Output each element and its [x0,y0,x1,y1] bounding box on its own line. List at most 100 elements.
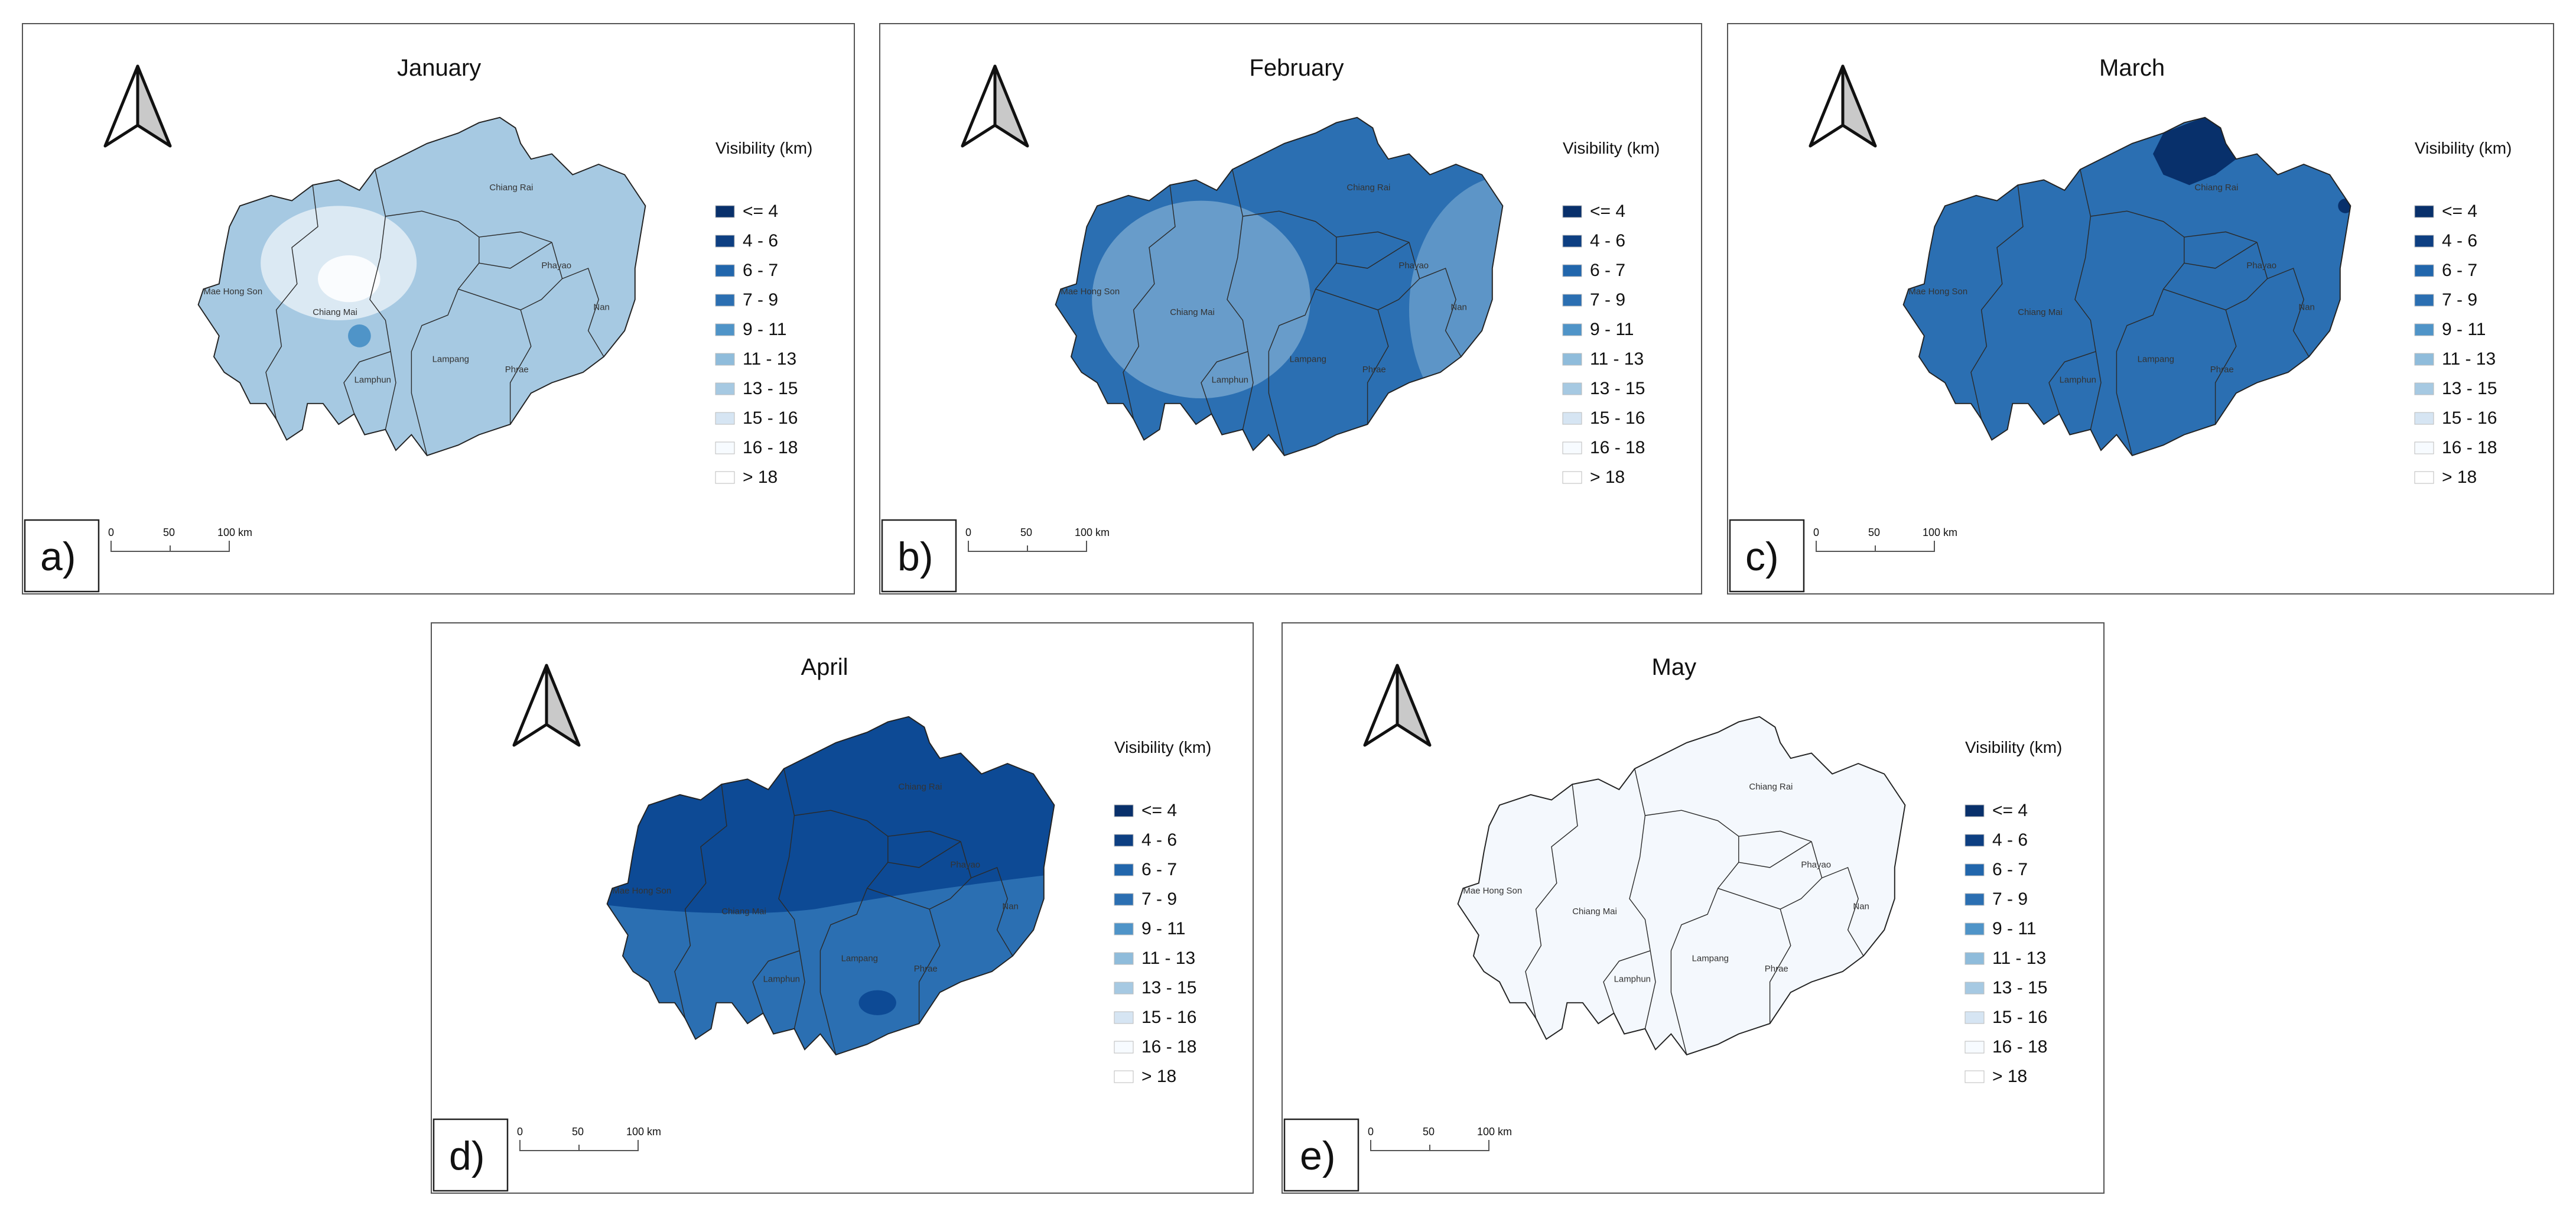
province-border [778,768,805,1029]
province-label: Lamphun [1614,974,1651,985]
province-border [1123,185,1176,420]
province-border [971,867,1013,956]
province-label: Lampang [841,953,878,963]
province-label: Lampang [2138,354,2174,364]
legend-title: Visibility (km) [1114,738,1211,756]
legend-swatch [2414,412,2434,425]
legend-title: Visibility (km) [1563,139,1660,157]
province-label: Lamphun [1212,375,1248,385]
province-label: Mae Hong Son [1908,287,1967,297]
north-arrow-icon [961,64,1029,148]
scale-bar: 0 50 100 km [965,527,1110,552]
panel-tag-box [1283,1118,1359,1192]
province-border [479,242,552,269]
province-label: Phayao [1801,860,1831,870]
legend-label: > 18 [1141,1067,1176,1086]
region-map: Mae Hong Son Chiang Mai Chiang Rai Phayao Na… [1457,716,1906,1055]
province-border [1419,268,1462,357]
scale-bar-label: 100 km [626,1126,661,1138]
legend-swatch [1562,382,1582,395]
legend-label: 4 - 6 [1141,830,1177,850]
overlay-ellipse-white-small [318,255,380,303]
legend-label: <= 4 [1992,801,2028,820]
province-border [1645,810,1812,842]
legend-swatch [1114,863,1134,876]
province-label: Phrae [1765,964,1788,974]
province-label: Nan [1853,901,1869,911]
scale-bar-label: 100 km [1477,1126,1512,1138]
legend-swatch [1964,893,1985,906]
region-base-fill [1458,716,1905,1055]
legend-swatch [1114,834,1134,847]
province-label: Mae Hong Son [1061,287,1120,297]
legend-swatch [715,205,735,218]
legend-title: Visibility (km) [715,139,812,157]
legend-swatch [1562,441,1582,454]
legend-swatch [2414,264,2434,277]
scale-bar-label: 50 [163,527,175,538]
north-arrow-icon [1809,64,1877,148]
province-border [385,210,552,243]
province-label: Lamphun [2060,375,2096,385]
province-label: Nan [1450,302,1466,312]
panel-tag-box [1729,519,1805,593]
province-border [1738,841,1812,868]
scale-bar-label: 50 [1020,527,1032,538]
legend-label: 9 - 11 [743,320,787,339]
panel-tag-box [432,1118,509,1192]
legend-label: 7 - 9 [1141,889,1177,909]
legend-swatch [1964,982,1985,995]
legend-label: 16 - 18 [2442,438,2497,457]
legend-swatch [1562,294,1582,307]
region-outline [1457,716,1906,1055]
legend-label: 6 - 7 [743,261,778,280]
north-arrow-icon [103,64,172,148]
legend-label: 9 - 11 [1141,919,1186,938]
legend-swatch [715,323,735,336]
province-label: Phayao [950,860,980,870]
panel-title: March [2099,55,2165,81]
legend-swatch [1562,264,1582,277]
legend: Visibility (km) <= 4 4 - 6 6 - 7 7 - 9 9 - 11… [1114,738,1211,1086]
legend-label: > 18 [1992,1067,2027,1086]
region-base-fill [198,117,646,456]
legend-swatch [2414,441,2434,454]
legend-label: 4 - 6 [2442,231,2477,251]
province-label: Chiang Rai [489,183,533,193]
province-border [1629,768,1656,1029]
province-border [1268,237,1337,456]
legend-swatch [1114,952,1134,965]
legend-swatch [1562,205,1582,218]
province-label: Phayao [2246,261,2276,271]
panel-title: April [801,654,848,680]
legend-label: > 18 [1590,467,1625,487]
province-label: Nan [1002,901,1018,911]
scale-bar-label: 100 km [217,527,252,538]
legend-swatch [715,412,735,425]
legend-swatch [2414,353,2434,366]
province-label: Chiang Mai [313,307,357,317]
region-map: Mae Hong Son Chiang Mai Chiang Rai Phayao Na… [1902,116,2351,456]
region-base-fill [1903,117,2351,456]
scale-bar-label: 100 km [1923,527,1957,538]
legend-label: 6 - 7 [1992,860,2028,879]
region-outline [606,716,1055,1055]
legend-label: 9 - 11 [1590,320,1634,339]
legend-label: 11 - 13 [1141,948,1195,968]
legend-label: 13 - 15 [1992,978,2047,998]
legend-swatch [1964,863,1985,876]
province-border [794,810,961,842]
region-map: Mae Hong Son Chiang Mai Chiang Rai Phayao Na… [197,116,646,456]
scale-bar-label: 100 km [1075,527,1110,538]
province-label: Phayao [1398,261,1429,271]
province-border [1336,242,1410,269]
legend-swatch [1562,412,1582,425]
panel-title: May [1652,654,1697,680]
legend-swatch [715,441,735,454]
province-border [1315,288,1378,311]
region-outline [197,116,646,456]
scale-bar-label: 0 [965,527,971,538]
province-border [819,836,889,1055]
legend-swatch [1114,1011,1134,1024]
province-border [887,841,961,868]
